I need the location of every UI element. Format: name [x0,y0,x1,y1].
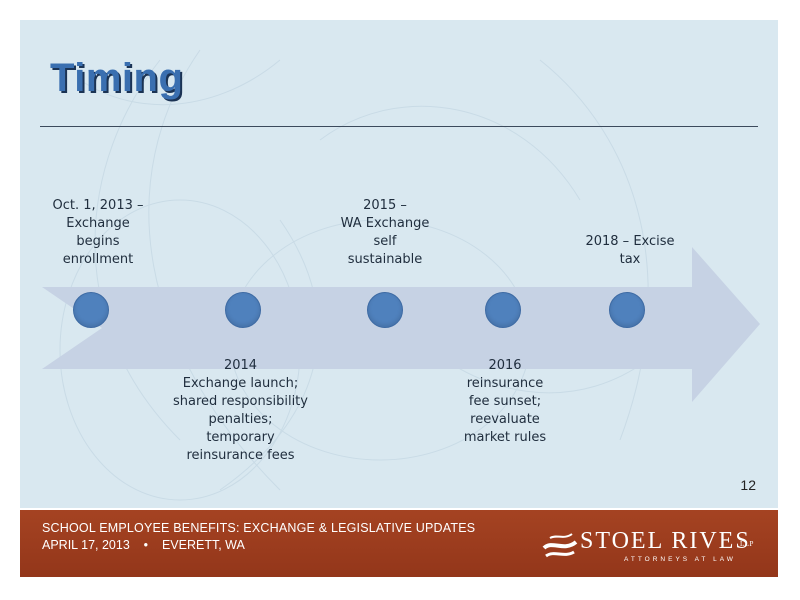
milestone-label-2018: 2018 – Excise tax [585,234,675,267]
page-title: Timing [50,56,184,100]
logo-tagline: ATTORNEYS AT LAW [624,556,736,563]
milestone-label-2016: 2016 reinsurance fee sunset; reevaluate … [463,358,547,445]
logo-suffix: LLP [740,540,754,548]
milestone-label-2015: 2015 – WA Exchange self sustainable [340,198,430,267]
timeline-marker-2013 [73,292,109,328]
logo-firm-name: STOEL RIVES [580,528,751,554]
milestone-label-2013: Oct. 1, 2013 – Exchange begins enrollmen… [52,198,144,267]
timeline-marker-2016 [485,292,521,328]
stoel-rives-logo: STOEL RIVES LLP ATTORNEYS AT LAW [540,522,770,566]
river-swoosh-icon [542,533,578,558]
title-divider [40,126,758,127]
footer-date-location: APRIL 17, 2013 • EVERETT, WA [42,538,245,552]
timeline-marker-2015 [367,292,403,328]
page-number: 12 [740,477,756,493]
slide: Timing Oct. 1, 2013 – Exchange begins en… [20,20,778,508]
timeline-marker-2014 [225,292,261,328]
footer-bar: SCHOOL EMPLOYEE BENEFITS: EXCHANGE & LEG… [20,510,778,577]
timeline-marker-2018 [609,292,645,328]
footer-presentation-title: SCHOOL EMPLOYEE BENEFITS: EXCHANGE & LEG… [42,521,476,535]
milestone-label-2014: 2014 Exchange launch; shared responsibil… [173,358,308,463]
timeline-arrow [42,247,760,402]
